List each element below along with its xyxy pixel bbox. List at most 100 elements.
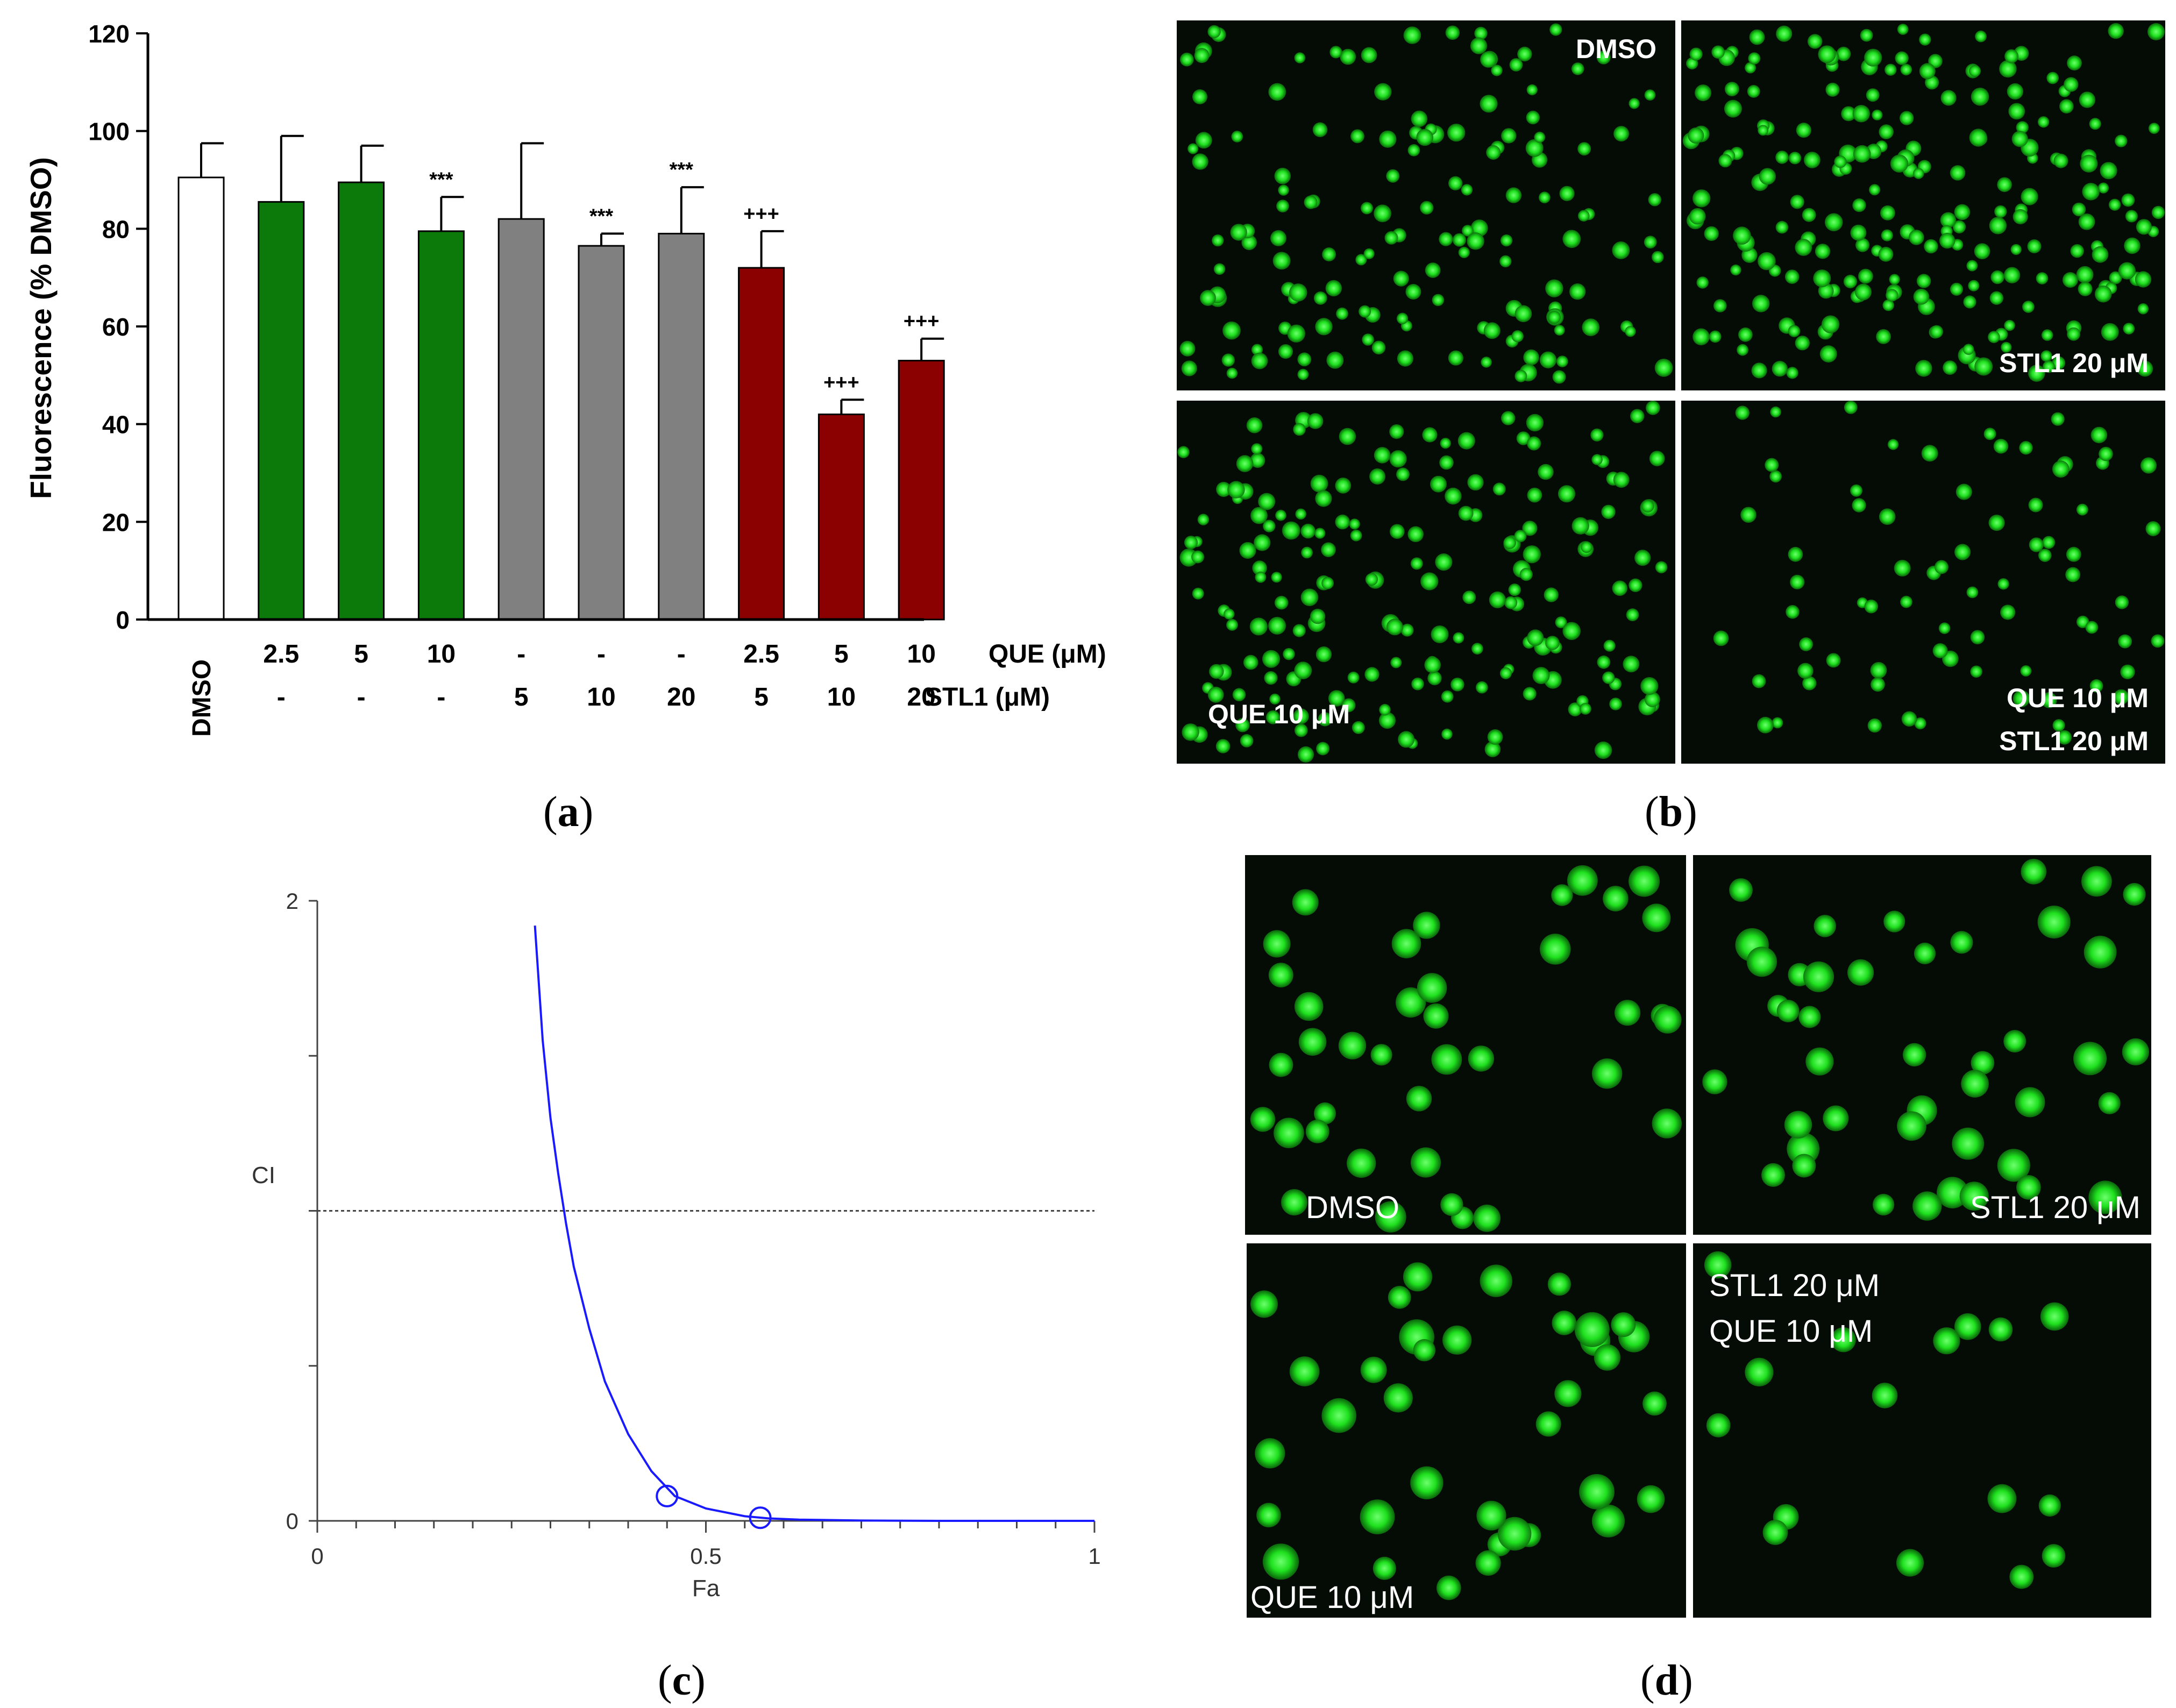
fluorescent-cell	[1424, 657, 1441, 673]
fluorescent-cell	[1179, 340, 1196, 357]
stl1-dose-label: 20	[907, 683, 936, 711]
fluorescent-cell	[2136, 219, 2152, 235]
fluorescent-cell	[2038, 1494, 2061, 1517]
fluorescent-cell	[1574, 1312, 1610, 1347]
fluorescent-cell	[1526, 414, 1544, 432]
fluorescent-cell	[2120, 664, 2135, 680]
fluorescent-cell	[1347, 1148, 1376, 1178]
fluorescent-cell	[1776, 25, 1793, 42]
fluorescent-cell	[2137, 360, 2153, 377]
fluorescent-cell	[1591, 454, 1603, 465]
fluorescent-cell	[1974, 357, 1993, 376]
fluorescent-cell	[1804, 152, 1821, 168]
fluorescent-cell	[2151, 634, 2165, 648]
fluorescent-cell	[2145, 521, 2161, 537]
fluorescent-cell	[1480, 51, 1497, 68]
fluorescent-cell	[1514, 369, 1527, 382]
fluorescent-cell	[1413, 912, 1440, 939]
fluorescent-cell	[1641, 500, 1654, 513]
fluorescent-cell	[1270, 230, 1286, 246]
que-dose-label: 5	[354, 640, 368, 668]
fluorescent-cell	[1213, 263, 1226, 275]
fluorescent-cell	[1378, 712, 1396, 729]
fluorescent-cell	[1350, 129, 1364, 144]
fluorescent-cell	[1645, 692, 1660, 707]
fluorescent-cell	[1275, 509, 1286, 521]
fluorescent-cell	[1601, 504, 1616, 519]
fluorescent-cell	[2013, 209, 2028, 225]
fluorescent-cell	[2027, 239, 2042, 253]
bar-chart-a: 0 20 40 60 80 100 120 DMSO 2.5 - 5 - *** 10 - - 5 *** - 10 *…	[24, 20, 1106, 737]
fluorescent-cell	[1411, 110, 1428, 127]
fluorescent-cell	[1913, 168, 1924, 179]
fluorescent-cell	[1611, 1312, 1636, 1337]
fluorescent-cell	[1301, 546, 1313, 559]
fluorescent-cell	[1403, 1262, 1433, 1292]
fluorescent-cell	[2118, 634, 2132, 649]
fluorescent-cell	[1649, 451, 1665, 466]
fluorescent-cell	[1276, 200, 1289, 212]
fluorescent-cell	[1940, 212, 1957, 228]
fluorescent-cell	[1287, 324, 1305, 343]
fluorescent-cell	[1757, 716, 1774, 734]
fluorescent-cell	[2003, 267, 2021, 283]
fluorescent-cell	[1962, 344, 1974, 355]
fluorescent-cell	[1554, 1380, 1582, 1407]
fluorescent-cell	[1373, 1556, 1396, 1580]
fluorescent-cell	[1268, 83, 1286, 101]
fluorescent-cell	[1322, 247, 1336, 261]
fluorescent-cell	[2115, 134, 2128, 147]
image-d-combo	[1693, 1243, 2151, 1618]
fluorescent-cell	[1562, 622, 1581, 640]
fluorescent-cell	[1349, 518, 1360, 530]
fluorescent-cell	[1693, 189, 1711, 208]
y-axis-label: Fluorescence (% DMSO)	[24, 157, 58, 499]
fluorescent-cell	[1890, 154, 1909, 173]
fluorescent-cell	[1552, 370, 1566, 384]
fluorescent-cell	[1547, 1272, 1571, 1296]
fluorescent-cell	[1300, 523, 1315, 539]
fluorescent-cell	[1486, 145, 1501, 160]
fluorescent-cell	[1815, 244, 1831, 259]
fluorescent-cell	[1652, 251, 1664, 264]
fluorescent-cell	[1313, 291, 1327, 305]
fluorescent-cell	[1582, 318, 1600, 337]
fluorescent-cell	[2052, 356, 2066, 370]
fluorescent-cell	[1389, 424, 1404, 439]
fluorescent-cell	[1894, 560, 1911, 577]
fluorescent-cell	[1752, 674, 1766, 688]
fluorescent-cell	[1497, 1517, 1532, 1551]
fluorescent-cell	[1181, 360, 1197, 376]
bar	[738, 267, 785, 621]
fluorescent-cell	[1592, 1058, 1623, 1089]
panel-label-a: (a)	[543, 788, 594, 836]
fluorescent-cell	[1420, 572, 1439, 590]
fluorescent-cell	[2046, 72, 2059, 84]
fluorescent-cell	[1304, 195, 1318, 209]
fluorescent-cell	[1307, 413, 1324, 429]
fluorescent-cell	[1195, 132, 1212, 149]
fluorescent-cell	[2051, 412, 2065, 426]
fluorescent-cell	[1850, 224, 1867, 241]
fluorescent-cell	[1642, 1391, 1667, 1416]
y-tick-label: 2	[286, 888, 298, 914]
fluorescent-cell	[1567, 865, 1598, 896]
fluorescent-cell	[1999, 60, 2017, 78]
fluorescent-cell	[2010, 244, 2022, 255]
label-d-stl1: STL1 20 μM	[1970, 1190, 2141, 1225]
fluorescent-cell	[2007, 83, 2024, 100]
fluorescent-cell	[1597, 655, 1611, 669]
fluorescent-cell	[1283, 647, 1295, 660]
fluorescent-cell	[1540, 934, 1571, 965]
fluorescent-cell	[1406, 1086, 1432, 1112]
fluorescent-cell	[1209, 664, 1224, 679]
fluorescent-cell	[2088, 1180, 2122, 1214]
fluorescent-cell	[1852, 498, 1866, 513]
fluorescent-cell	[2109, 271, 2122, 284]
fluorescent-cell	[1790, 195, 1804, 209]
fluorescent-cell	[1475, 1550, 1501, 1576]
fluorescent-cell	[1212, 234, 1224, 247]
fluorescent-cell	[1432, 294, 1445, 307]
x-tick-label: 0.5	[690, 1543, 721, 1569]
fluorescent-cell	[1420, 201, 1434, 215]
